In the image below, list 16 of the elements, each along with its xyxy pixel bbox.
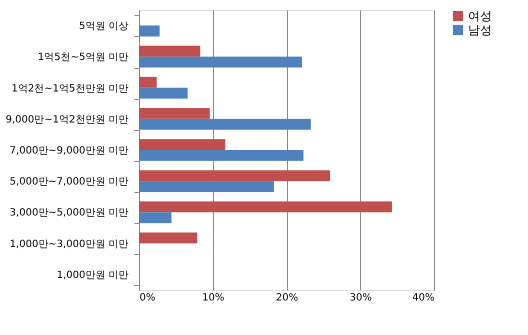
legend-label: 여성 (468, 9, 492, 23)
x-tick-label: 40% (412, 292, 434, 304)
y-tick-label: 5억원 이상 (78, 21, 128, 32)
y-tick-label: 1억5천~5억원 미만 (38, 52, 128, 64)
x-tick-label: 30% (350, 292, 372, 304)
y-tick-label: 1억2천~1억5천만원 미만 (11, 83, 128, 94)
y-tick-label: 7,000만~9,000만원 미만 (10, 146, 128, 156)
y-tick-label: 9,000만~1억2천만원 미만 (6, 114, 128, 126)
legend-label: 남성 (468, 23, 492, 37)
x-tick-label: 10% (202, 292, 224, 304)
y-tick-label: 1,000만원 미만 (56, 270, 128, 281)
y-tick-label: 3,000만~5,000만원 미만 (10, 208, 128, 219)
y-tick-label: 5,000만~7,000만원 미만 (10, 176, 128, 188)
x-tick-label: 20% (276, 292, 298, 304)
y-tick-label: 1,000만~3,000만원 미만 (10, 238, 128, 250)
x-tick-label: 0% (140, 292, 156, 304)
